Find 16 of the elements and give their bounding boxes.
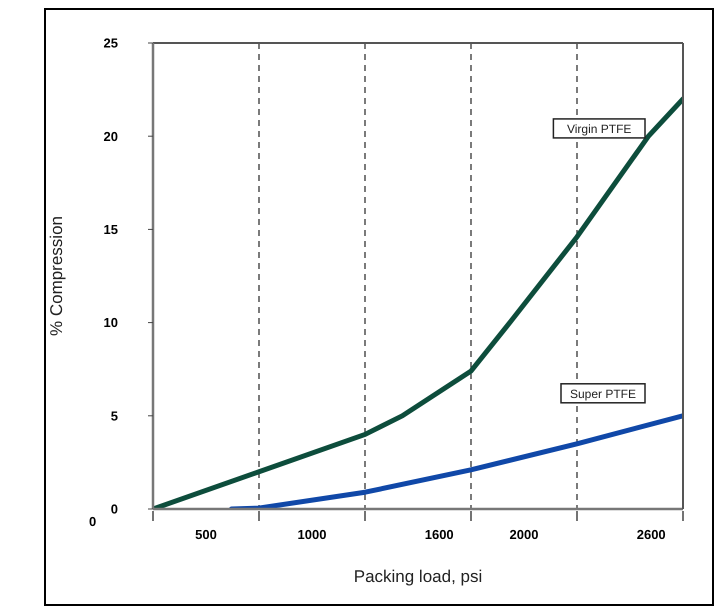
x-tick-label: 2600 — [636, 527, 666, 542]
x-tick-label: 500 — [195, 527, 217, 542]
y-tick-label: 5 — [110, 408, 118, 424]
y-tick-label: 20 — [104, 128, 118, 144]
text: Super PTFE — [570, 386, 636, 401]
y-tick-label: 25 — [104, 36, 118, 51]
x-tick-label: 2000 — [510, 527, 538, 542]
y-axis-title: % Compression — [47, 216, 66, 336]
y-tick-label: 15 — [104, 222, 118, 238]
x-axis-title: Packing load, psi — [354, 567, 482, 586]
y-tick-label: 0 — [110, 502, 118, 517]
series-label: Virgin PTFE — [566, 122, 632, 136]
text: 0 — [89, 514, 96, 529]
y-tick-label: 10 — [104, 315, 118, 330]
x-tick-label: 1000 — [298, 527, 326, 542]
x-tick-label: 1600 — [424, 527, 454, 542]
